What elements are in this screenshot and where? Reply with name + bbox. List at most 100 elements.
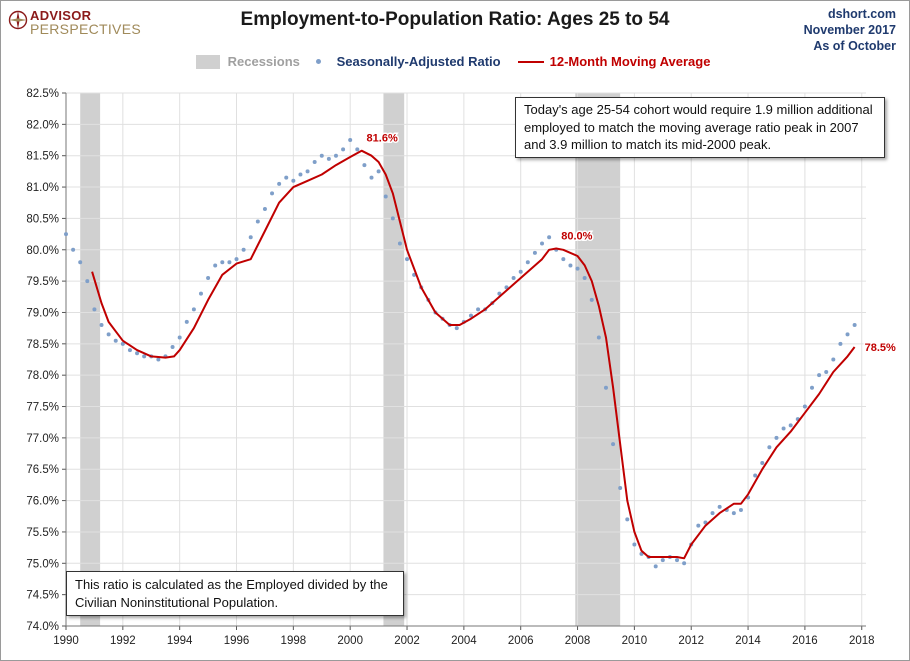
- peak-label: 78.5%: [865, 342, 896, 354]
- ratio-point: [156, 357, 161, 362]
- ratio-point: [305, 169, 310, 174]
- ratio-point: [298, 172, 303, 177]
- ratio-point: [326, 156, 331, 161]
- ratio-point: [568, 263, 573, 268]
- ratio-point: [333, 153, 338, 158]
- recession-band-2: [575, 93, 621, 626]
- ratio-point: [191, 307, 196, 312]
- y-tick-label: 78.0%: [26, 370, 59, 382]
- ratio-point: [760, 460, 765, 465]
- y-tick-label: 78.5%: [26, 339, 59, 351]
- ratio-point: [106, 332, 111, 337]
- legend-label-recessions: Recessions: [227, 54, 300, 69]
- ratio-point: [397, 241, 402, 246]
- x-tick-label: 2012: [678, 635, 704, 647]
- ratio-point: [547, 235, 552, 240]
- x-tick-label: 2000: [337, 635, 363, 647]
- ratio-point: [277, 181, 282, 186]
- ratio-point: [540, 241, 545, 246]
- ratio-point: [838, 341, 843, 346]
- brand-line1: ADVISOR: [30, 8, 92, 23]
- x-tick-label: 1990: [53, 635, 79, 647]
- ratio-point: [532, 250, 537, 255]
- ratio-point: [362, 163, 367, 168]
- moving-average-line: [91, 149, 856, 560]
- ratio-point: [241, 247, 246, 252]
- ratio-point: [774, 435, 779, 440]
- x-tick-label: 1992: [110, 635, 136, 647]
- x-tick-label: 2002: [394, 635, 420, 647]
- ratio-point: [596, 335, 601, 340]
- ratio-point: [710, 511, 715, 516]
- x-tick-label: 2014: [735, 635, 761, 647]
- ratio-point: [220, 260, 225, 265]
- ratio-point: [376, 169, 381, 174]
- y-tick-label: 82.5%: [26, 88, 59, 100]
- ratio-point: [738, 507, 743, 512]
- ratio-point: [312, 159, 317, 164]
- x-tick-label: 2008: [565, 635, 591, 647]
- ratio-point: [383, 194, 388, 199]
- ratio-point: [92, 307, 97, 312]
- brand-line2: PERSPECTIVES: [30, 21, 141, 37]
- ratio-point: [582, 275, 587, 280]
- ratio-point: [234, 257, 239, 262]
- ratio-point: [142, 354, 147, 359]
- ratio-point: [198, 291, 203, 296]
- ratio-point: [64, 232, 68, 237]
- ratio-point: [78, 260, 83, 265]
- ratio-point: [717, 504, 722, 509]
- recession-band-1: [383, 93, 405, 626]
- ratio-point: [476, 307, 481, 312]
- ratio-point: [682, 561, 687, 566]
- y-tick-label: 75.5%: [26, 527, 59, 539]
- ratio-point: [831, 357, 836, 362]
- ratio-point: [632, 542, 637, 547]
- source-block: dshort.com November 2017 As of October: [804, 6, 896, 54]
- ratio-point: [653, 564, 658, 569]
- ratio-point: [390, 216, 395, 221]
- ratio-point: [589, 297, 594, 302]
- x-tick-label: 2010: [622, 635, 648, 647]
- y-tick-label: 74.0%: [26, 621, 59, 633]
- ratio-point: [206, 275, 211, 280]
- ratio-point: [753, 473, 758, 478]
- ratio-point: [660, 558, 665, 563]
- ratio-point: [810, 385, 815, 390]
- ratio-point: [369, 175, 374, 180]
- legend-swatch-ratio: [316, 59, 321, 65]
- x-tick-label: 1998: [281, 635, 307, 647]
- annotation-cohort-note: Today's age 25-54 cohort would require 1…: [515, 97, 885, 158]
- ratio-point: [454, 326, 459, 331]
- y-tick-label: 80.0%: [26, 245, 59, 257]
- y-tick-label: 76.0%: [26, 496, 59, 508]
- ratio-point: [788, 423, 793, 428]
- ratio-point: [291, 178, 296, 183]
- ratio-point: [85, 279, 90, 284]
- legend-swatch-recessions: [196, 54, 220, 69]
- ratio-point: [561, 257, 566, 262]
- ratio-point: [405, 257, 410, 262]
- y-tick-label: 74.5%: [26, 590, 59, 602]
- peak-label: 80.0%: [561, 231, 592, 243]
- ratio-point: [127, 348, 132, 353]
- ratio-point: [618, 486, 623, 491]
- ratio-point: [802, 404, 807, 409]
- ratio-point: [262, 207, 267, 212]
- ratio-point: [184, 319, 189, 324]
- recession-band-0: [80, 93, 101, 626]
- ratio-point: [348, 138, 353, 143]
- y-tick-label: 79.0%: [26, 307, 59, 319]
- ratio-point: [255, 219, 260, 224]
- ratio-point: [518, 269, 523, 274]
- ratio-point: [99, 323, 104, 328]
- ratio-point: [525, 260, 530, 265]
- ratio-point: [319, 153, 324, 158]
- ratio-point: [511, 275, 516, 280]
- y-tick-label: 82.0%: [26, 119, 59, 131]
- legend-item-ratio: Seasonally-Adjusted Ratio: [316, 53, 501, 71]
- ratio-point: [675, 558, 680, 563]
- ratio-point: [731, 511, 736, 516]
- ratio-point: [170, 344, 175, 349]
- compass-rose-icon: [8, 10, 28, 30]
